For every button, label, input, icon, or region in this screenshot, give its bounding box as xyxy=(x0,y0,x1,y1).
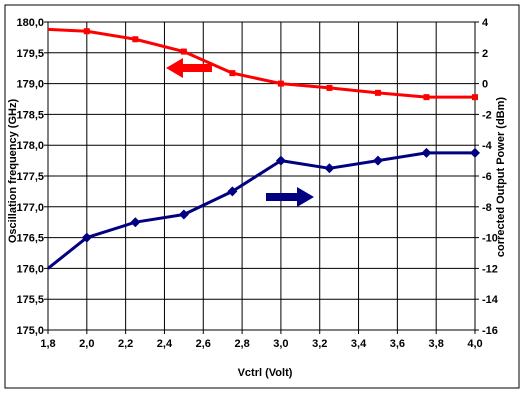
y2-tick-label: 2 xyxy=(482,48,488,60)
data-point-2 xyxy=(324,163,335,174)
x-tick-label: 3,8 xyxy=(429,338,444,350)
data-point-1 xyxy=(132,36,139,43)
data-point-2 xyxy=(81,232,92,243)
y-tick-label: 180,0 xyxy=(16,17,44,29)
data-point-1 xyxy=(326,84,333,91)
y2-tick-label: -10 xyxy=(482,233,498,245)
y-tick-label: 177,5 xyxy=(16,171,44,183)
y-tick-label: 176,0 xyxy=(16,263,44,275)
annotation-arrows xyxy=(166,58,314,207)
x-tick-label: 2,2 xyxy=(118,338,133,350)
series-layer xyxy=(47,27,480,270)
data-point-2 xyxy=(227,186,238,197)
data-point-1 xyxy=(472,94,478,101)
data-point-1 xyxy=(229,70,236,77)
data-point-2 xyxy=(470,147,480,158)
y2-tick-label: -16 xyxy=(482,325,498,337)
data-point-2 xyxy=(130,217,141,228)
y-tick-label: 176,5 xyxy=(16,233,44,245)
y2-tick-label: -4 xyxy=(482,140,493,152)
y-tick-label: 177,0 xyxy=(16,202,44,214)
x-tick-label: 2,4 xyxy=(157,338,173,350)
x-tick-label: 2,8 xyxy=(234,338,249,350)
y2-tick-label: 0 xyxy=(482,79,488,91)
data-point-2 xyxy=(372,155,383,166)
x-tick-label: 3,0 xyxy=(273,338,288,350)
x-tick-label: 2,0 xyxy=(79,338,94,350)
y-axis-title: Oscillation frequency (GHz) xyxy=(7,99,19,244)
y2-tick-label: -8 xyxy=(482,202,492,214)
data-point-1 xyxy=(423,94,430,101)
chart-frame xyxy=(4,4,520,389)
series-line-1 xyxy=(47,27,475,99)
y-tick-label: 179,5 xyxy=(16,48,44,60)
x-tick-label: 3,6 xyxy=(390,338,405,350)
series-line-2 xyxy=(47,151,475,270)
data-point-2 xyxy=(178,209,189,220)
plot-area-border xyxy=(47,21,476,331)
y2-tick-label: -12 xyxy=(482,263,498,275)
y-tick-label: 179,0 xyxy=(16,79,44,91)
x-tick-label: 4,0 xyxy=(467,338,482,350)
tick-labels: 1,8 2,0 2,2 2,4 2,6 2,8 3,0 3,2 3,4 3,6 3,8 4,0 175,… xyxy=(16,17,498,350)
y-tick-label: 178,5 xyxy=(16,109,44,121)
y2-tick-label: -14 xyxy=(482,294,499,306)
left-arrow-icon xyxy=(166,58,212,78)
data-point-1 xyxy=(277,80,284,87)
x-tick-label: 2,6 xyxy=(196,338,211,350)
data-point-2 xyxy=(275,155,286,166)
data-point-2 xyxy=(421,147,432,158)
y-tick-label: 178,0 xyxy=(16,140,44,152)
data-point-1 xyxy=(374,89,381,96)
y2-tick-label: -6 xyxy=(482,171,492,183)
x-tick-label: 1,8 xyxy=(40,338,55,350)
y2-axis-title: corrected Output Power (dBm) xyxy=(495,97,507,257)
y-tick-label: 175,0 xyxy=(16,325,44,337)
x-tick-label: 3,2 xyxy=(312,338,327,350)
y2-tick-label: -2 xyxy=(482,109,492,121)
right-arrow-icon xyxy=(266,187,314,207)
data-point-1 xyxy=(83,28,90,35)
y-tick-label: 175,5 xyxy=(16,294,44,306)
x-axis-title: Vctrl (Volt) xyxy=(238,367,293,379)
axes xyxy=(44,21,479,334)
y2-tick-label: 4 xyxy=(482,17,489,29)
x-tick-label: 3,4 xyxy=(351,338,367,350)
data-point-1 xyxy=(180,48,187,55)
